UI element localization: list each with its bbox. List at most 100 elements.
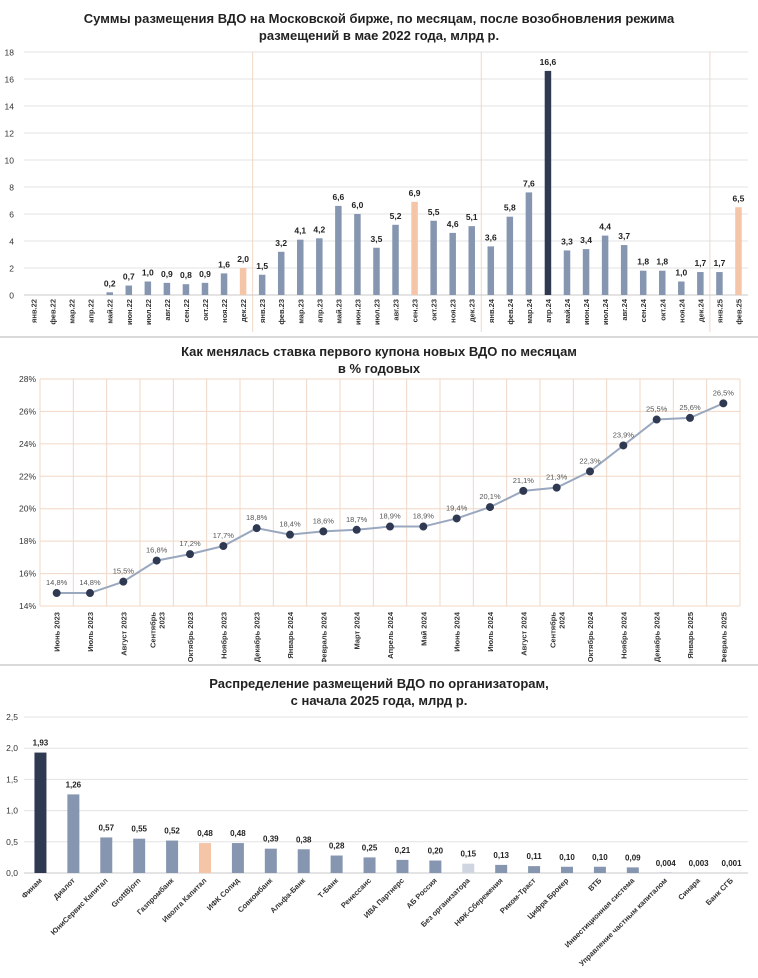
chart1-title-line1: Суммы размещения ВДО на Московской бирже… <box>83 11 675 26</box>
x-tick-label: Сентябрь <box>549 612 558 648</box>
data-point-label: 15,5% <box>113 567 135 576</box>
bar-value-label: 4,1 <box>294 226 306 236</box>
data-point-label: 18,8% <box>246 513 268 522</box>
y-tick-label: 0 <box>9 291 14 301</box>
bar-value-label: 3,5 <box>371 234 383 244</box>
bar-value-label: 3,3 <box>561 236 573 246</box>
data-point-label: 18,9% <box>413 512 435 521</box>
x-tick-label: 2023 <box>158 612 167 629</box>
x-tick-label: ноя.24 <box>677 298 686 323</box>
y-tick-label: 2 <box>9 264 14 274</box>
y-tick-label: 1,0 <box>6 806 18 816</box>
x-tick-label: апр.22 <box>87 299 96 323</box>
data-point-label: 14,8% <box>46 578 68 587</box>
bar <box>678 281 685 295</box>
bar <box>430 220 437 295</box>
data-point <box>719 399 728 408</box>
data-point-label: 17,7% <box>213 531 235 540</box>
bar <box>100 837 113 873</box>
x-tick-label: Диалот <box>51 876 77 902</box>
bar-value-label: 0,48 <box>197 829 213 838</box>
x-tick-label: сен.23 <box>411 299 420 322</box>
x-tick-label: апр.23 <box>315 299 324 323</box>
x-tick-label: Август 2023 <box>119 612 128 656</box>
bar-value-label: 4,4 <box>599 222 611 232</box>
x-tick-label: май.24 <box>563 298 572 323</box>
y-tick-label: 16% <box>19 569 36 579</box>
data-point-label: 25,5% <box>646 405 668 414</box>
x-tick-label: Май 2024 <box>419 611 428 646</box>
bar-value-label: 0,9 <box>199 269 211 279</box>
bar-value-label: 0,39 <box>263 835 279 844</box>
x-tick-label: апр.24 <box>544 298 553 323</box>
y-tick-label: 14 <box>5 102 15 112</box>
y-tick-label: 18 <box>5 48 15 58</box>
bar <box>354 214 361 295</box>
panel-divider <box>0 664 758 666</box>
x-tick-label: окт.24 <box>658 298 667 321</box>
bar <box>144 281 152 295</box>
x-tick-label: фев.25 <box>734 299 743 325</box>
data-point <box>52 589 61 598</box>
x-tick-label: мар.22 <box>68 299 77 324</box>
x-tick-label: Октябрь 2023 <box>186 612 195 662</box>
data-point-label: 21,3% <box>546 473 568 482</box>
chart2-title-line1: Как менялась ставка первого купона новых… <box>181 344 577 359</box>
bar-value-label: 3,7 <box>618 231 630 241</box>
x-tick-label: ноя.22 <box>220 299 229 323</box>
bar-value-label: 0,7 <box>123 272 135 282</box>
bar-value-label: 1,6 <box>218 259 230 269</box>
x-tick-label: Апрель 2024 <box>386 611 395 659</box>
bar-value-label: 0,25 <box>362 843 378 852</box>
y-tick-label: 18% <box>19 536 36 546</box>
x-tick-label: Октябрь 2024 <box>586 611 595 662</box>
bar <box>239 268 247 295</box>
bar-value-label: 0,003 <box>689 859 710 868</box>
y-tick-label: 0,5 <box>6 837 18 847</box>
x-tick-label: Январь 2025 <box>686 612 695 659</box>
data-point-label: 18,4% <box>279 520 301 529</box>
x-tick-label: янв.24 <box>487 298 496 323</box>
x-tick-label: Декабрь 2024 <box>653 611 662 662</box>
x-tick-label: Июль 2024 <box>486 611 495 652</box>
x-tick-label: июн.24 <box>582 298 591 325</box>
bar <box>258 274 266 295</box>
bar-value-label: 1,26 <box>66 780 82 789</box>
bar <box>697 272 704 295</box>
bar-value-label: 0,9 <box>161 269 173 279</box>
x-tick-label: Январь 2024 <box>286 611 295 658</box>
x-tick-label: июн.22 <box>125 299 134 325</box>
data-point-label: 14,8% <box>79 578 101 587</box>
x-tick-label: июл.22 <box>144 299 153 325</box>
x-tick-label: Июнь 2023 <box>53 612 62 652</box>
bar <box>220 273 228 295</box>
bar-value-label: 0,001 <box>722 859 743 868</box>
bar-value-label: 1,8 <box>637 257 649 267</box>
data-point <box>419 522 428 531</box>
bar <box>396 859 409 873</box>
x-tick-label: май.23 <box>334 299 343 324</box>
y-tick-label: 2,5 <box>6 712 18 722</box>
bar-value-label: 5,2 <box>390 211 402 221</box>
bar-value-label: 0,10 <box>592 853 608 862</box>
bar-value-label: 1,7 <box>714 258 726 268</box>
bar <box>199 843 211 873</box>
bar-value-label: 5,1 <box>466 212 478 222</box>
bar-value-label: 0,55 <box>131 825 147 834</box>
bar <box>373 247 380 295</box>
x-tick-label: ЮниСервис Капитал <box>49 876 110 937</box>
bar <box>411 201 418 295</box>
bar <box>468 226 475 295</box>
bar-value-label: 6,0 <box>352 200 364 210</box>
data-point <box>152 556 161 565</box>
bar <box>620 245 628 295</box>
x-tick-label: окт.23 <box>430 299 439 321</box>
data-point <box>686 413 694 422</box>
y-tick-label: 6 <box>9 210 14 220</box>
bar-value-label: 0,11 <box>527 852 543 861</box>
bar <box>392 224 399 295</box>
x-tick-label: Ноябрь 2023 <box>219 612 228 659</box>
x-tick-label: июл.24 <box>601 298 610 325</box>
x-tick-label: Финам <box>20 876 45 901</box>
bar-value-label: 1,93 <box>33 739 49 748</box>
